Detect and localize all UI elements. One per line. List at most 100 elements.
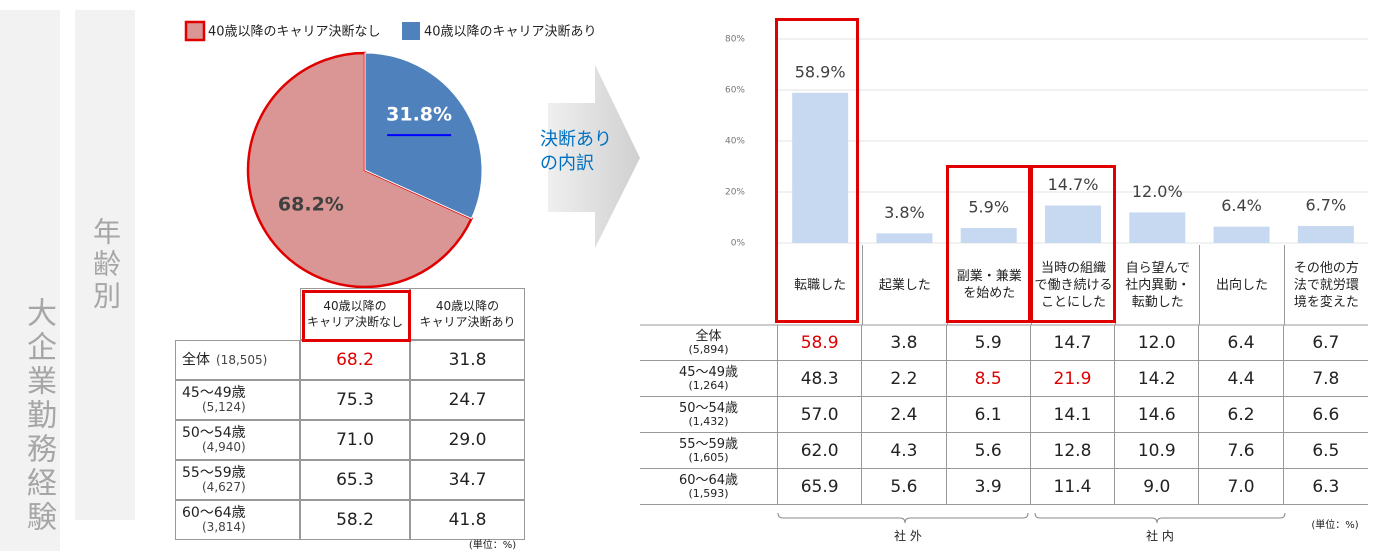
table-value: 9.0 [1115, 469, 1200, 505]
table-value: 34.7 [410, 460, 525, 500]
row-label: 50～54歳 [182, 425, 246, 441]
legend-swatch [184, 20, 206, 42]
table-value: 4.3 [862, 433, 947, 469]
bar [876, 233, 933, 243]
table-value: 31.8 [410, 340, 525, 380]
bar [792, 92, 849, 244]
table-value: 65.3 [300, 460, 410, 500]
bar-label: 3.8% [884, 203, 925, 222]
row-label: 60～64歳 [182, 505, 246, 521]
table-value: 8.5 [946, 361, 1031, 397]
category-label: 出向した [1199, 245, 1283, 325]
table-value: 21.9 [1030, 361, 1116, 397]
table-value: 12.0 [1115, 325, 1200, 361]
category-label: 起業した [862, 245, 946, 325]
legend-label: 40歳以降のキャリア決断なし [208, 25, 381, 40]
row-count: (1,605) [688, 450, 729, 464]
arrow-text: 決断あり の内訳 [540, 129, 612, 174]
row-label: 全体 [182, 352, 210, 368]
bar [1213, 226, 1270, 243]
side-label: 大企業勤務経験 [21, 296, 56, 535]
bar-label: 6.4% [1221, 196, 1262, 215]
table-value: 75.3 [300, 380, 410, 420]
category-label: その他の方 法で就労環 境を変えた [1283, 245, 1368, 325]
category-label: 転職した [794, 277, 847, 293]
unit-label: (単位：%) [468, 539, 517, 551]
row-label-cell: 45～49歳 (1,264) [640, 361, 778, 397]
table-value: 6.1 [946, 397, 1031, 433]
row-label-cell: 50～54歳 (1,432) [640, 397, 778, 433]
bar [960, 227, 1017, 243]
row-label: 55～59歳 [182, 465, 246, 481]
row-label-cell: 全体 (5,894) [640, 325, 778, 361]
row-label-cell: 50～54歳 (4,940) [175, 420, 300, 460]
pie-label: 68.2% [278, 193, 344, 215]
table-value: 7.6 [1199, 433, 1284, 469]
pie-label: 31.8% [386, 104, 452, 126]
category-label: 自ら望んで 社内異動・ 転勤した [1115, 245, 1199, 325]
table-value: 5.6 [862, 469, 947, 505]
legend-label: 40歳以降のキャリア決断あり [424, 25, 597, 40]
table-value: 7.0 [1199, 469, 1284, 505]
group-label: 社 外 [894, 528, 922, 543]
row-label: 45～49歳 [678, 364, 739, 380]
brace [1034, 512, 1286, 524]
row-count: (4,627) [202, 480, 246, 494]
table-value: 41.8 [410, 500, 525, 540]
table-value: 14.1 [1030, 397, 1116, 433]
table-value: 6.3 [1283, 469, 1368, 505]
table-value: 62.0 [778, 433, 863, 469]
table-value: 6.5 [1283, 433, 1368, 469]
row-label-cell: 60～64歳 (3,814) [175, 500, 300, 540]
table-value: 71.0 [300, 420, 410, 460]
row-count: (5,124) [202, 400, 246, 414]
bar [1129, 212, 1186, 243]
y-tick-label: 80% [725, 35, 745, 45]
y-tick-label: 60% [725, 86, 745, 96]
bar [1045, 205, 1101, 243]
row-count: (18,505) [216, 353, 268, 367]
table-value: 57.0 [778, 397, 863, 433]
table-value: 14.7 [1030, 325, 1116, 361]
table-value: 48.3 [778, 361, 863, 397]
table-value: 3.9 [946, 469, 1031, 505]
table-value: 10.9 [1115, 433, 1200, 469]
row-count: (3,814) [202, 520, 246, 534]
bar-label: 12.0% [1132, 182, 1183, 201]
table-value: 24.7 [410, 380, 525, 420]
legend-swatch [402, 22, 420, 40]
highlight-box [946, 165, 1031, 323]
row-label-cell: 55～59歳 (1,605) [640, 433, 778, 469]
y-tick-label: 40% [725, 137, 745, 147]
arrow [548, 65, 640, 248]
table-value: 6.7 [1283, 325, 1368, 361]
bar [1297, 225, 1354, 243]
row-label: 全体 [695, 328, 722, 344]
table-value: 7.8 [1283, 361, 1368, 397]
unit-label: (単位：%) [1311, 519, 1359, 531]
highlight-box [775, 18, 859, 323]
table-value: 29.0 [410, 420, 525, 460]
bar-label: 14.7% [1048, 175, 1099, 194]
table-value: 58.9 [778, 325, 863, 361]
y-tick-label: 20% [725, 188, 745, 198]
row-label: 55～59歳 [678, 436, 739, 452]
side-band [0, 10, 60, 551]
highlight-box [1030, 165, 1116, 323]
y-tick-label: 0% [731, 239, 746, 249]
table-header: 40歳以降の キャリア決断あり [410, 288, 525, 340]
row-label-cell: 60～64歳 (1,593) [640, 469, 778, 505]
row-label: 50～54歳 [678, 400, 739, 416]
table-value: 14.2 [1115, 361, 1200, 397]
row-label: 60～64歳 [678, 472, 739, 488]
table-value: 3.8 [862, 325, 947, 361]
table-value: 58.2 [300, 500, 410, 540]
row-count: (1,432) [688, 414, 729, 428]
table-value: 2.2 [862, 361, 947, 397]
row-count: (5,894) [688, 342, 729, 356]
table-value: 5.6 [946, 433, 1031, 469]
table-value: 6.4 [1199, 325, 1284, 361]
row-count: (1,264) [688, 378, 729, 392]
group-label: 社 内 [1146, 528, 1174, 543]
